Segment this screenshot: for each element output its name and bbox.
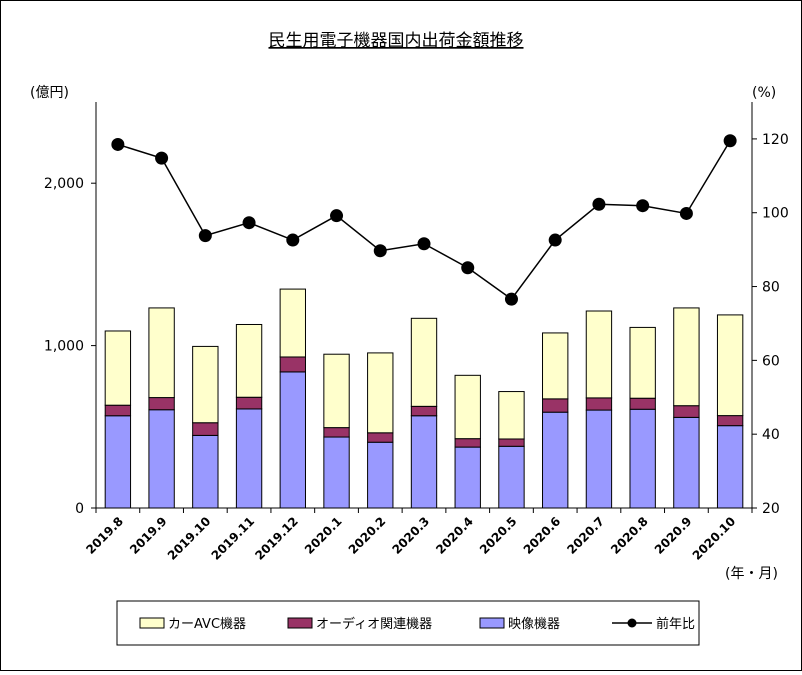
bar-car-avc (716, 314, 744, 417)
bar-video-equipment (279, 371, 306, 509)
legend-dot-swatch (627, 618, 637, 628)
bar-video-equipment (629, 408, 656, 509)
legend-swatch (287, 617, 313, 629)
bar-car-avc (367, 352, 394, 434)
yoy-point (242, 216, 256, 230)
yoy-point (373, 244, 387, 258)
legend-label: カーAVC機器 (168, 617, 246, 632)
bar-audio-equipment (235, 396, 263, 410)
bar-audio-equipment (498, 438, 525, 447)
yoy-point (723, 134, 737, 148)
legend-label: 映像機器 (508, 617, 560, 632)
bar-audio-equipment (148, 397, 175, 411)
bar-video-equipment (323, 436, 350, 509)
legend-label: オーディオ関連機器 (316, 616, 432, 632)
bar-video-equipment (454, 446, 481, 509)
yoy-point (592, 197, 606, 211)
bar-car-avc (279, 288, 306, 358)
bar-car-avc (410, 317, 438, 407)
yoy-point (286, 233, 300, 247)
bar-audio-equipment (716, 415, 744, 427)
left-axis-unit: (億円) (30, 85, 69, 101)
bar-car-avc (542, 332, 569, 400)
bar-car-avc (498, 391, 525, 440)
yoy-point (548, 233, 562, 247)
bar-car-avc (673, 307, 700, 407)
right-axis-tick-label: 120 (762, 132, 789, 148)
bar-car-avc (235, 323, 263, 398)
bar-audio-equipment (454, 438, 481, 448)
bar-video-equipment (673, 416, 700, 509)
bar-audio-equipment (542, 398, 569, 413)
right-axis-unit: (%) (752, 85, 776, 101)
left-axis-tick-label: 2,000 (44, 176, 84, 192)
bar-audio-equipment (192, 422, 219, 436)
bar-car-avc (192, 345, 219, 424)
yoy-point (330, 209, 344, 223)
left-axis-tick-label: 1,000 (44, 339, 84, 355)
legend-swatch (139, 617, 165, 629)
bar-video-equipment (192, 434, 219, 509)
bar-audio-equipment (323, 427, 350, 438)
bar-audio-equipment (410, 405, 438, 417)
bar-audio-equipment (279, 356, 306, 373)
bar-video-equipment (716, 425, 744, 509)
left-axis-tick-label: 0 (75, 501, 84, 517)
yoy-point (636, 199, 650, 213)
bar-car-avc (104, 330, 132, 406)
yoy-point (679, 206, 693, 220)
right-axis-tick-label: 60 (762, 353, 780, 369)
bar-audio-equipment (629, 397, 656, 410)
chart-title: 民生用電子機器国内出荷金額推移 (269, 31, 524, 51)
bar-video-equipment (235, 408, 263, 509)
legend: カーAVC機器 オーディオ関連機器 映像機器 前年比 (116, 600, 700, 646)
bar-car-avc (585, 310, 613, 399)
bar-video-equipment (498, 445, 525, 509)
bar-video-equipment (148, 409, 175, 509)
yoy-point (417, 237, 431, 251)
yoy-point (461, 261, 475, 275)
x-axis-unit: (年・月) (725, 566, 778, 582)
bar-audio-equipment (585, 397, 613, 411)
yoy-point (198, 229, 212, 243)
legend-label: 前年比 (656, 616, 695, 632)
right-axis-tick-label: 20 (762, 501, 780, 517)
right-axis-tick-label: 40 (762, 427, 780, 443)
bar-audio-equipment (673, 405, 700, 418)
bar-audio-equipment (104, 404, 132, 417)
bar-video-equipment (585, 409, 613, 509)
bar-video-equipment (542, 411, 569, 509)
yoy-point (504, 292, 518, 306)
bar-car-avc (148, 307, 175, 399)
bar-video-equipment (104, 415, 132, 509)
legend-box (116, 600, 700, 646)
legend-swatch (479, 617, 505, 629)
bar-car-avc (323, 353, 350, 429)
bar-car-avc (629, 326, 656, 399)
bar-audio-equipment (367, 432, 394, 443)
right-axis-tick-label: 100 (762, 206, 789, 222)
bar-car-avc (454, 374, 481, 440)
bar-video-equipment (367, 441, 394, 509)
yoy-point (111, 137, 125, 151)
bar-video-equipment (410, 415, 438, 509)
right-axis-tick-label: 80 (762, 280, 780, 296)
yoy-point (155, 151, 169, 165)
